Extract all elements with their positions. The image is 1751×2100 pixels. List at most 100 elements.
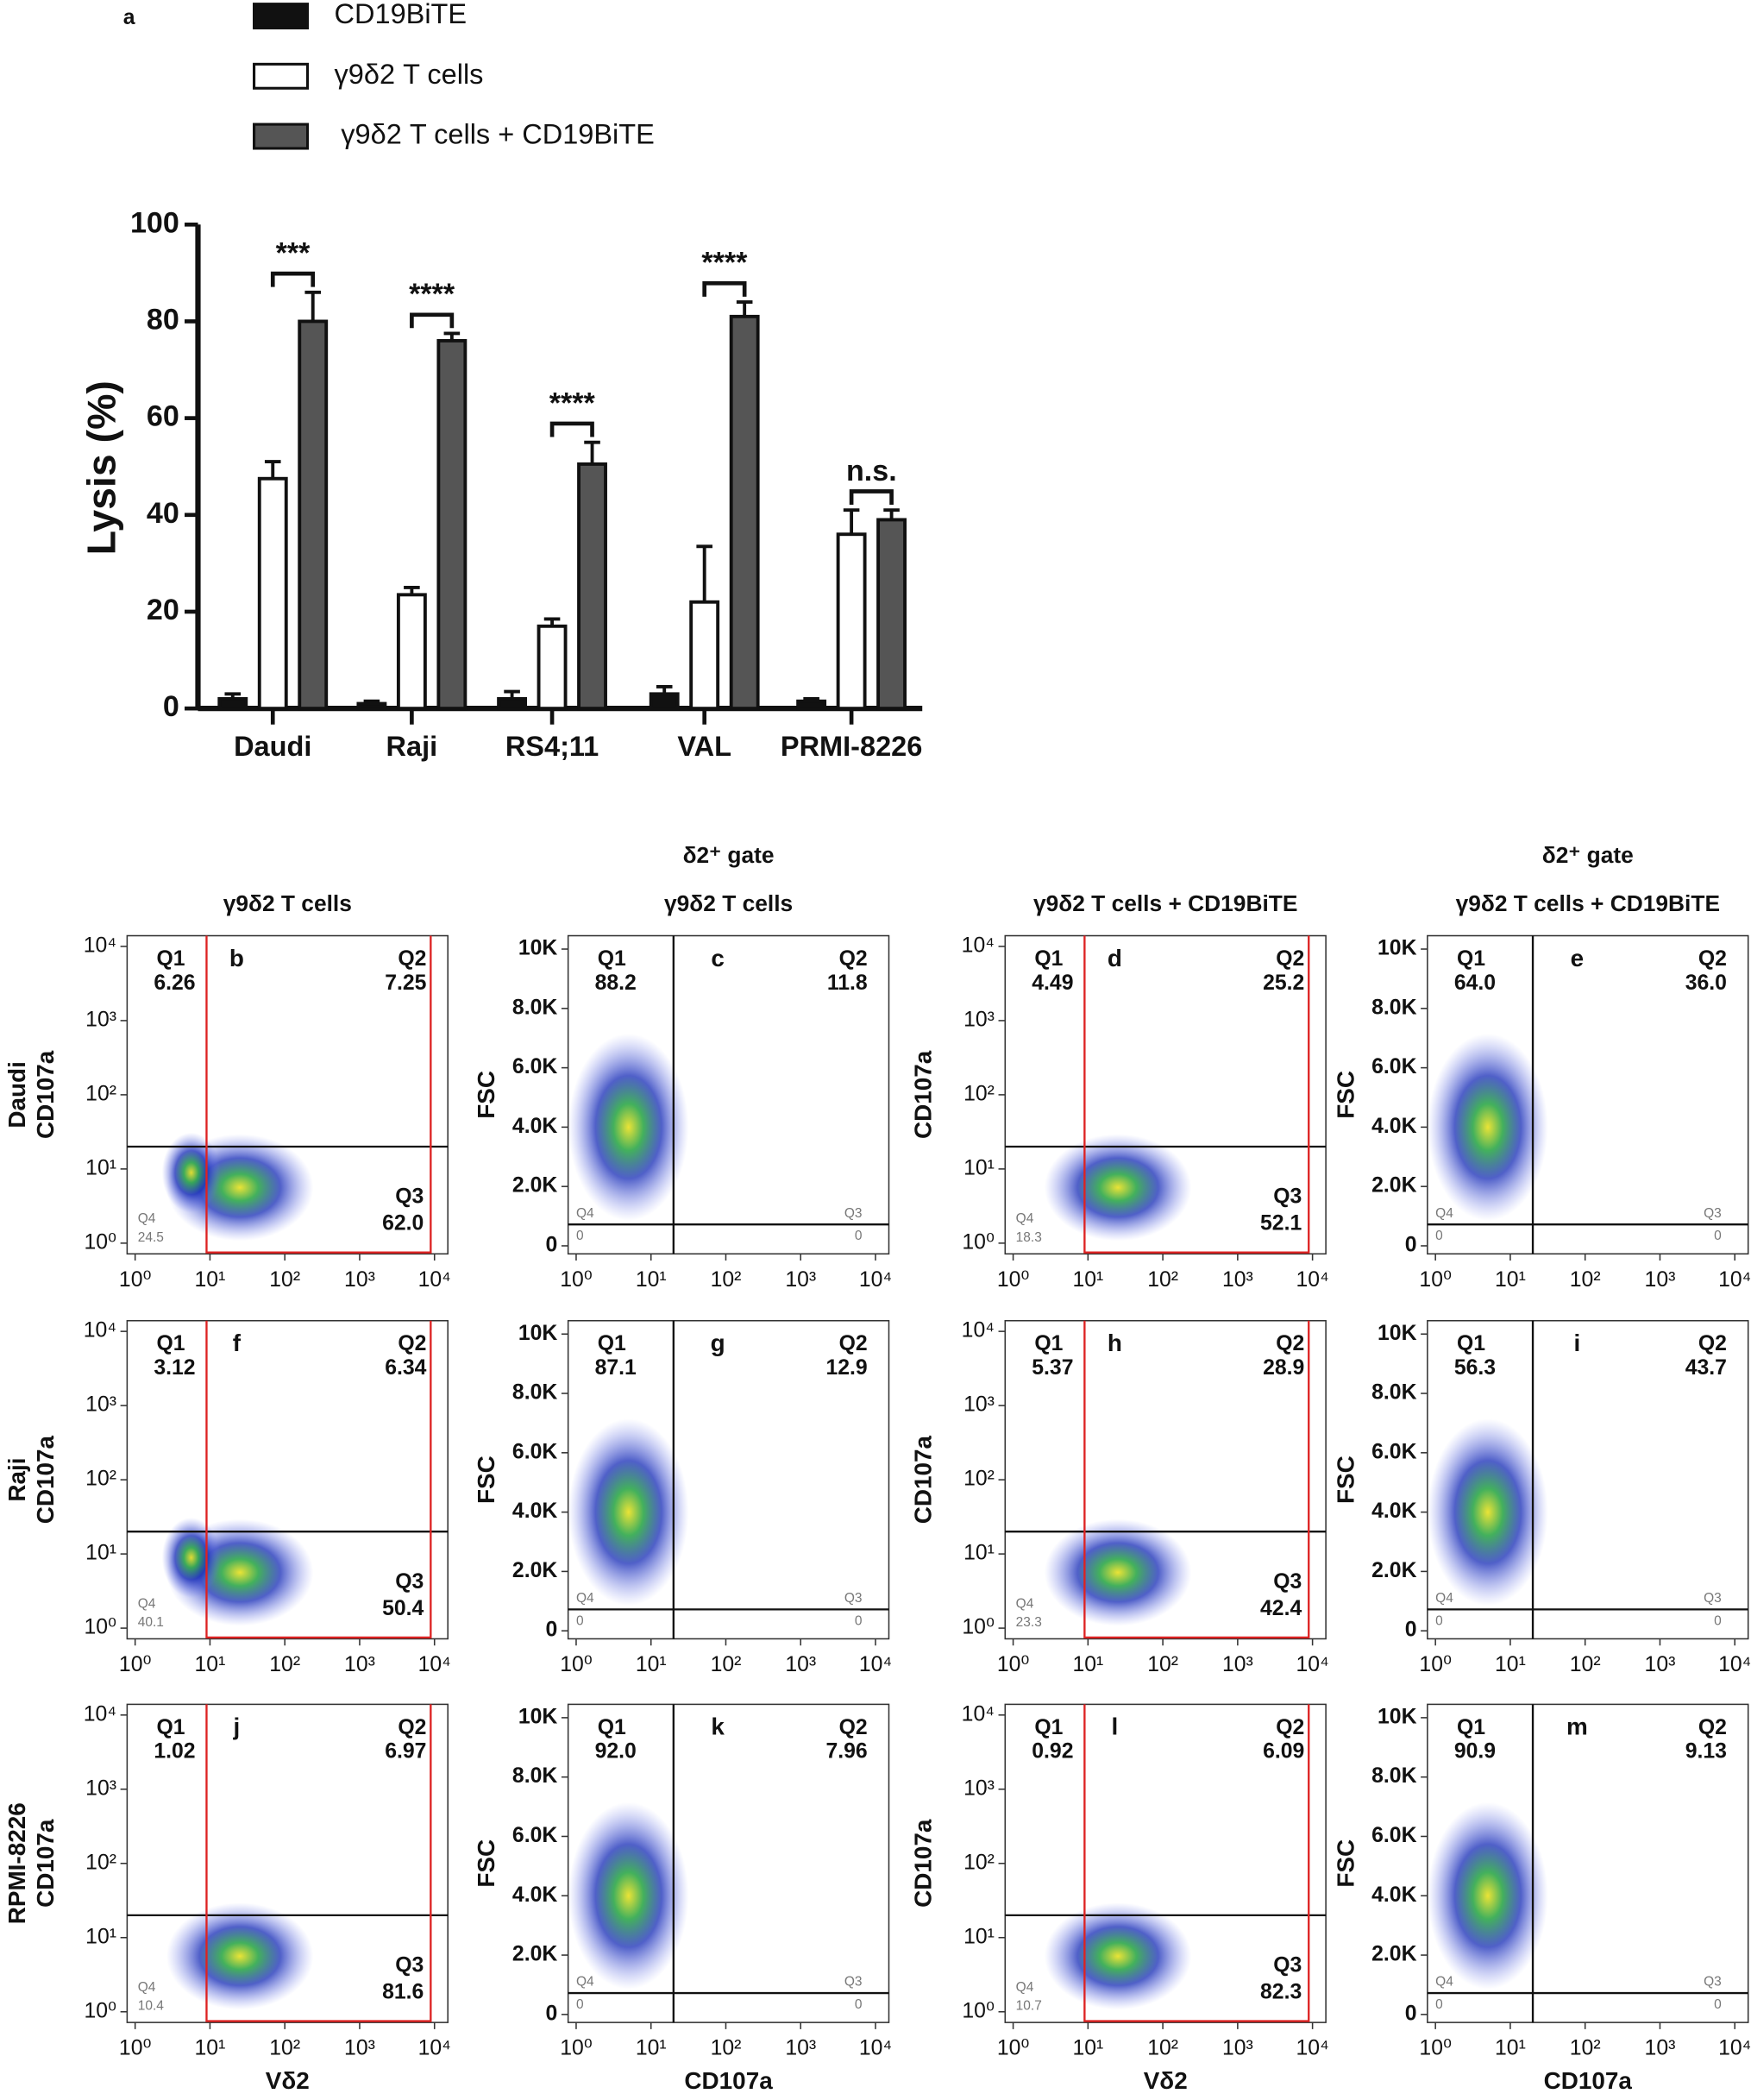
y-tick-label: 10K — [518, 1705, 558, 1728]
y-tick-label: 0 — [1405, 2002, 1417, 2025]
column-title: γ9δ2 T cells + CD19BiTE — [1456, 890, 1720, 916]
quadrant-name: Q3 — [1273, 1954, 1302, 1977]
column-supertitle: δ2⁺ gate — [683, 842, 775, 868]
bar — [257, 476, 288, 711]
panel-letter: l — [1111, 1713, 1118, 1740]
y-tick-label: 10¹ — [963, 1542, 995, 1565]
y-tick-label: 100 — [130, 206, 179, 239]
x-tick-label: VAL — [677, 731, 731, 762]
quadrant-name: Q3 — [1704, 1591, 1722, 1606]
quadrant-name: Q2 — [839, 1716, 868, 1739]
x-tick-label: 10⁰ — [560, 2037, 593, 2060]
column-title: γ9δ2 T cells + CD19BiTE — [1033, 890, 1297, 916]
quadrant-name: Q4 — [138, 1980, 156, 1995]
y-tick-label: 0 — [1405, 1234, 1417, 1257]
quadrant-value: 56.3 — [1454, 1356, 1496, 1380]
y-tick-label: 10³ — [85, 1008, 116, 1031]
quadrant-value: 50.4 — [382, 1597, 424, 1620]
y-tick-label: 10³ — [963, 1008, 995, 1031]
y-tick-label: 10⁴ — [962, 1702, 995, 1726]
x-tick-label: 10¹ — [1072, 1268, 1103, 1292]
x-tick-label: 10⁴ — [1718, 2037, 1751, 2060]
x-tick-label: 10⁴ — [1296, 1653, 1329, 1676]
quadrant-name: Q1 — [1034, 1716, 1063, 1739]
quadrant-name: Q2 — [1276, 1716, 1304, 1739]
quadrant-name: Q2 — [1698, 1332, 1727, 1355]
quadrant-value: 25.2 — [1263, 971, 1304, 995]
y-tick-label: 20 — [147, 594, 179, 626]
bar — [729, 314, 760, 711]
quadrant-value: 4.49 — [1032, 971, 1073, 995]
quadrant-name: Q2 — [1276, 1332, 1304, 1355]
y-tick-label: 2.0K — [1371, 1174, 1416, 1198]
quadrant-name: Q4 — [576, 1591, 594, 1606]
y-tick-label: 10³ — [85, 1393, 116, 1417]
quadrant-value: 62.0 — [382, 1212, 424, 1235]
y-axis-label: CD107a — [32, 1050, 59, 1139]
x-tick-label: 10⁰ — [119, 1653, 152, 1676]
density-cloud — [161, 1132, 221, 1213]
significance-label: **** — [549, 387, 596, 419]
quadrant-name: Q2 — [398, 1716, 426, 1739]
y-tick-label: 6.0K — [1371, 1824, 1416, 1847]
y-tick-label: 10¹ — [85, 1925, 116, 1948]
x-tick-label: 10⁰ — [1419, 1268, 1452, 1292]
x-tick-label: 10³ — [344, 2037, 375, 2060]
x-tick-label: 10⁰ — [560, 1653, 593, 1676]
quadrant-value: 6.97 — [385, 1740, 426, 1764]
quadrant-name: Q3 — [395, 1570, 424, 1594]
y-tick-label: 6.0K — [1371, 1055, 1416, 1078]
quadrant-value: 64.0 — [1454, 971, 1496, 995]
x-tick-label: 10³ — [785, 1653, 816, 1676]
x-tick-label: RS4;11 — [505, 731, 599, 762]
x-tick-label: 10¹ — [1495, 2037, 1526, 2060]
y-axis-label: FSC — [1332, 1456, 1359, 1504]
legend-swatch — [253, 123, 310, 150]
quadrant-value: 81.6 — [382, 1981, 424, 2004]
quadrant-name: Q1 — [156, 1332, 185, 1355]
y-axis-label: FSC — [1332, 1071, 1359, 1119]
x-tick-label: 10² — [711, 1268, 742, 1292]
quadrant-value: 0 — [1714, 1613, 1722, 1628]
y-tick-label: 10⁰ — [84, 1999, 116, 2022]
x-tick-label: 10³ — [785, 2037, 816, 2060]
x-tick-label: 10³ — [1222, 1268, 1253, 1292]
significance-label: n.s. — [846, 455, 897, 487]
bar — [298, 319, 329, 711]
quadrant-name: Q2 — [839, 947, 868, 971]
gate-box — [1083, 935, 1310, 1254]
y-tick-label: 8.0K — [1371, 1381, 1416, 1405]
y-tick-label: 10⁰ — [962, 1616, 995, 1639]
y-tick-label: 10³ — [963, 1776, 995, 1800]
gate-box — [1083, 1704, 1310, 2022]
x-tick-label: 10¹ — [195, 2037, 226, 2060]
row-label: RPMI-8226 — [3, 1802, 30, 1924]
x-axis-label: CD107a — [684, 2067, 773, 2094]
y-tick-label: 4.0K — [512, 1500, 557, 1523]
y-axis-label: FSC — [473, 1839, 499, 1888]
y-tick-label: 10K — [518, 937, 558, 960]
quadrant-name: Q3 — [844, 1591, 863, 1606]
y-axis-label: FSC — [473, 1071, 499, 1119]
y-tick-label: 10⁰ — [84, 1616, 116, 1639]
density-cloud — [568, 1033, 689, 1221]
significance-bracket — [702, 281, 747, 297]
y-tick-label: 4.0K — [1371, 1115, 1416, 1138]
x-tick-label: 10⁴ — [1296, 2037, 1329, 2060]
legend-label: γ9δ2 T cells + CD19BiTE — [341, 119, 655, 150]
quadrant-value: 0 — [576, 1997, 584, 2012]
gate-box — [205, 1320, 432, 1639]
significance-label: *** — [276, 236, 311, 269]
y-tick-label: 8.0K — [512, 1381, 557, 1405]
bar — [577, 462, 607, 711]
y-tick-label: 10K — [518, 1322, 558, 1345]
density-cloud — [568, 1801, 689, 1990]
x-tick-label: 10⁰ — [997, 1268, 1030, 1292]
y-tick-label: 6.0K — [512, 1824, 557, 1847]
density-cloud — [1044, 1902, 1192, 2010]
y-axis-label: CD107a — [32, 1819, 59, 1908]
y-tick-label: 10³ — [963, 1393, 995, 1417]
x-tick-label: 10⁴ — [418, 1653, 451, 1676]
quadrant-name: Q2 — [1698, 1716, 1727, 1739]
bar — [649, 692, 680, 711]
